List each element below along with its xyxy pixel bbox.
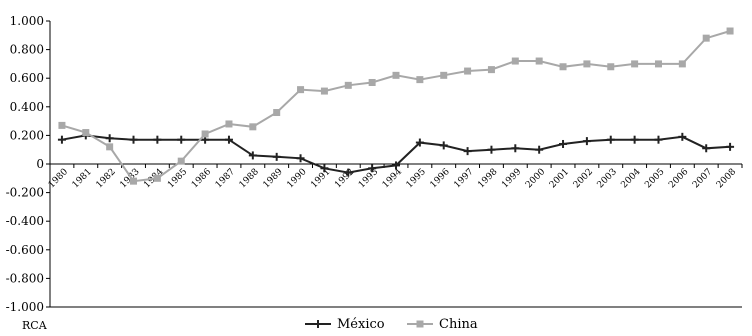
legend: México China [305,317,478,332]
x-tick-label: 1989 [262,167,285,190]
y-tick-label: -1.000 [6,300,44,314]
data-point [726,142,735,151]
data-point [582,137,591,146]
x-tick-label: 1987 [214,167,237,190]
data-point [392,71,400,79]
data-point [368,164,377,173]
data-point [57,135,66,144]
data-point [535,145,544,154]
legend-label-méxico: México [337,317,385,332]
data-point [320,164,329,173]
data-point [631,60,639,68]
data-point [296,154,305,163]
data-point [130,177,138,185]
data-point [224,135,233,144]
x-tick-label: 2004 [619,167,642,190]
x-tick-label: 1995 [405,167,428,190]
legend-label-china: China [439,317,478,332]
data-point [607,63,615,71]
x-tick-label: 1981 [71,167,94,190]
x-tick-label: 1997 [452,167,475,190]
data-point [368,78,376,86]
y-tick-label: 0.200 [10,128,44,142]
y-tick-label: -0.200 [6,186,44,200]
x-tick-label: 2008 [715,167,738,190]
x-tick-label: 1991 [309,167,332,190]
data-point [153,174,161,182]
x-tick-label: 2000 [524,167,547,190]
chart-series [57,27,735,185]
data-point [511,57,519,65]
y-tick-label: 0.600 [10,71,44,85]
data-point [272,152,281,161]
data-point [105,134,114,143]
data-point [106,143,114,151]
data-point [678,132,687,141]
data-point [129,135,138,144]
y-tick-label: 0.400 [10,100,44,114]
legend-marker [416,320,424,328]
data-point [583,60,591,68]
data-point [273,109,281,117]
x-tick-label: 1996 [429,167,452,190]
data-point [177,135,186,144]
data-point [392,161,400,170]
data-point [654,135,663,144]
x-tick-label: 1994 [381,167,404,190]
x-tick-label: 1986 [190,167,213,190]
footnote-label: RCA [22,319,48,332]
data-point [177,157,185,165]
y-tick-label: -0.600 [6,243,44,257]
data-point [344,81,352,89]
y-tick-label: 1.000 [10,14,44,28]
data-point [726,27,734,35]
data-point [654,60,662,68]
data-point [630,135,639,144]
data-point [249,123,257,131]
data-point [248,151,257,160]
data-point [415,138,424,147]
data-point [487,145,496,154]
series-line-china [61,30,731,183]
y-tick-label: -0.800 [6,271,44,285]
x-tick-label: 1999 [500,167,523,190]
data-point [535,57,543,65]
x-tick-label: 2007 [691,167,714,190]
data-point [320,87,328,95]
x-tick-label: 1998 [476,167,499,190]
x-tick-label: 1988 [238,167,261,190]
data-point [464,67,472,75]
data-point [201,130,209,138]
x-tick-label: 2006 [667,167,690,190]
x-tick-label: 2003 [596,167,619,190]
y-tick-labels: 1.000 0.800 0.600 0.400 0.200 0 -0.200 -0.400 -0… [6,14,50,314]
data-point [559,139,568,148]
data-point [416,76,424,84]
data-point [702,144,711,153]
x-tick-label: 1982 [95,167,118,190]
data-point [559,63,567,71]
data-point [463,147,472,156]
data-point [344,168,353,177]
data-point [487,66,495,74]
x-tick-label: 2005 [643,167,666,190]
data-point [58,121,66,129]
data-point [439,141,448,150]
x-tick-label: 2002 [572,167,595,190]
data-point [678,60,686,68]
data-point [511,144,520,153]
data-point [297,86,305,94]
data-point [225,120,233,128]
y-tick-label: 0.800 [10,43,44,57]
data-point [82,129,90,137]
y-tick-label: -0.400 [6,214,44,228]
data-point [702,34,710,42]
data-point [440,71,448,79]
data-point [606,135,615,144]
x-tick-label: 1990 [285,167,308,190]
x-tick-label: 2001 [548,167,571,190]
data-point [153,135,162,144]
y-tick-label: 0 [36,157,44,171]
